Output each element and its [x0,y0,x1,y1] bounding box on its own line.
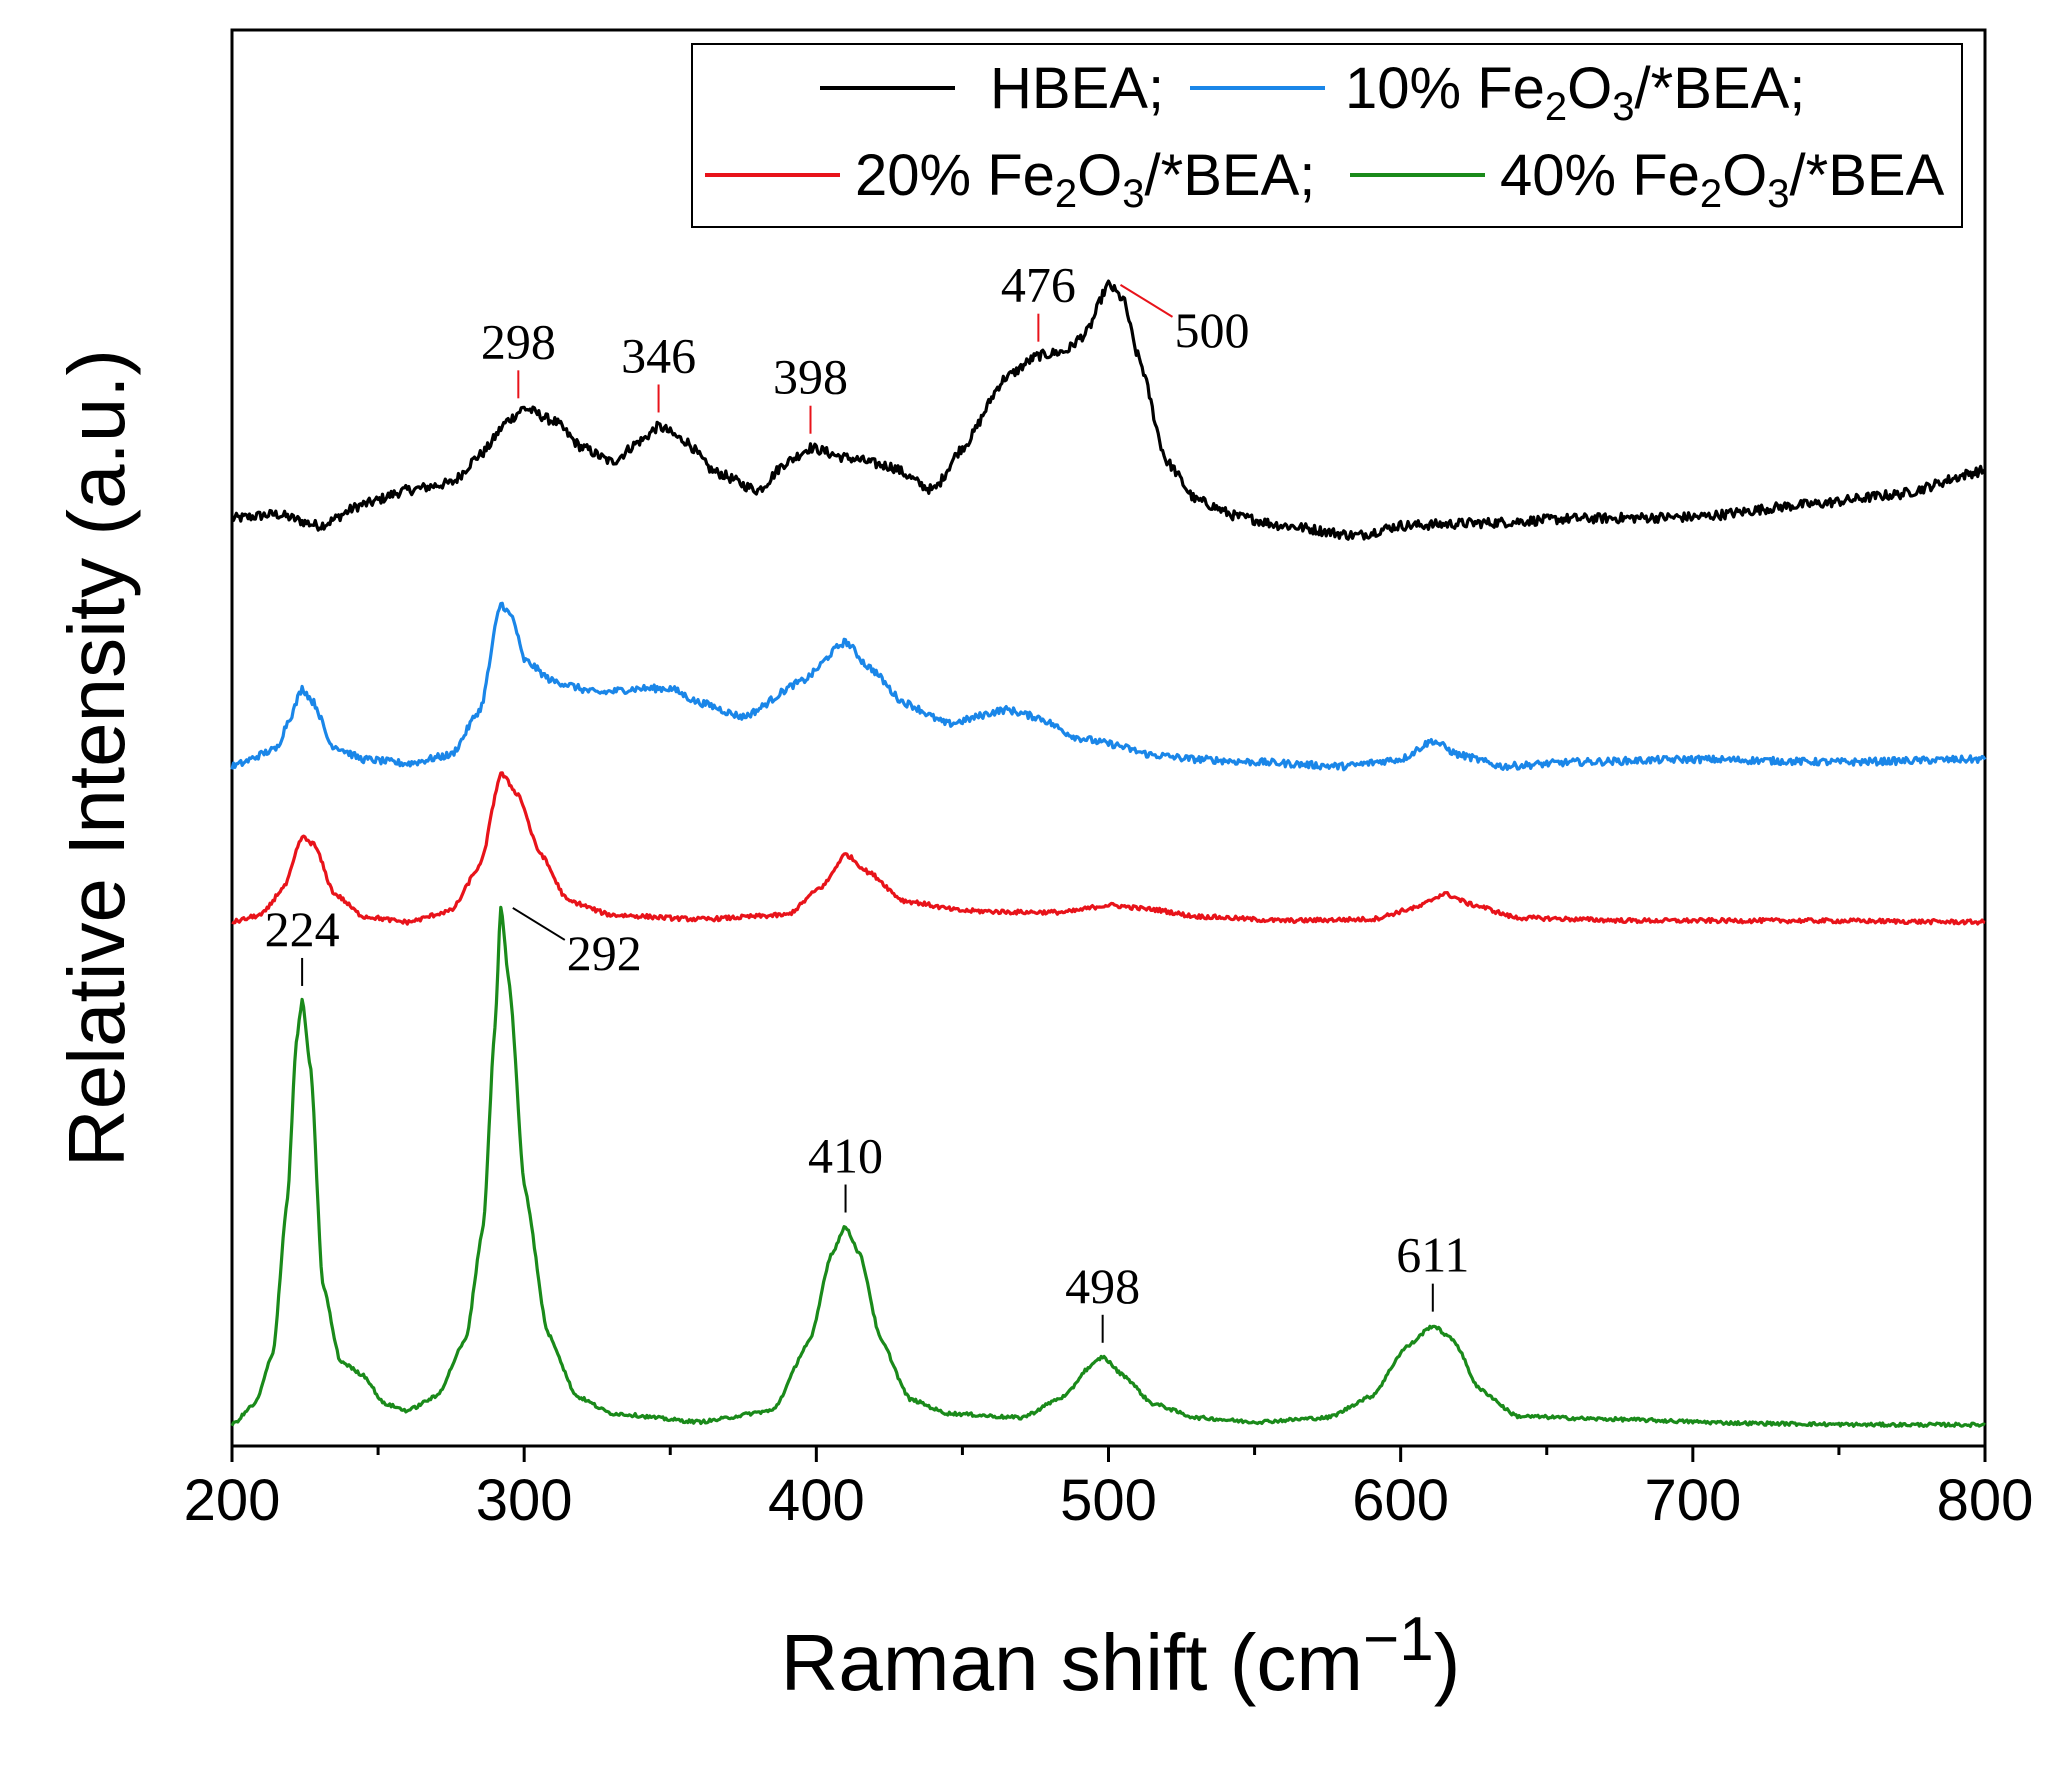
x-tick-label: 200 [184,1468,281,1533]
peak-label: 292 [567,925,642,981]
legend-entry-label: HBEA; [990,56,1164,121]
legend: HBEA; 10% Fe2O3/*BEA; 20% Fe2O3/*BEA; 40% F… [691,43,1963,228]
peak-label: 500 [1175,302,1250,358]
series-layer [230,279,1987,1428]
y-axis-label: Relative Intensity (a.u.) [52,349,141,1167]
legend-entry-label: 40% Fe2O3/*BEA [1500,143,1945,216]
legend-box [691,43,1963,228]
x-tick-label: 600 [1352,1468,1449,1533]
peak-label: 498 [1065,1258,1140,1314]
peak-marker-line [1119,284,1174,318]
peak-label: 224 [265,901,340,957]
series-line-2 [230,601,1987,772]
x-tick-label: 400 [768,1468,865,1533]
peak-label: 410 [808,1128,883,1184]
legend-entry-label: 20% Fe2O3/*BEA; [855,143,1315,216]
peak-label: 398 [773,349,848,405]
series-line-3 [231,771,1986,926]
peak-label: 298 [481,313,556,369]
series-line-4 [230,905,1986,1428]
peak-label: 611 [1396,1227,1469,1283]
plot-frame [230,28,1987,1448]
peak-label: 346 [621,327,696,383]
x-tick-label: 500 [1060,1468,1157,1533]
series-line-1 [230,279,1987,541]
x-tick-label: 700 [1644,1468,1741,1533]
x-tick-label: 300 [476,1468,573,1533]
axes-layer: 200 300 400 500 600 700 800 Raman shift (cm−1) R… [52,349,2033,1707]
x-tick-label: 800 [1937,1468,2034,1533]
x-axis-label: Raman shift (cm−1) [781,1605,1461,1707]
annotation-layer: 298 346 398 476 500 224 292 410 498 611 [265,257,1469,1343]
peak-marker-line [512,907,566,941]
plot-area [230,28,1987,1448]
legend-entry-label: 10% Fe2O3/*BEA; [1345,56,1805,129]
peak-label: 476 [1001,257,1076,313]
